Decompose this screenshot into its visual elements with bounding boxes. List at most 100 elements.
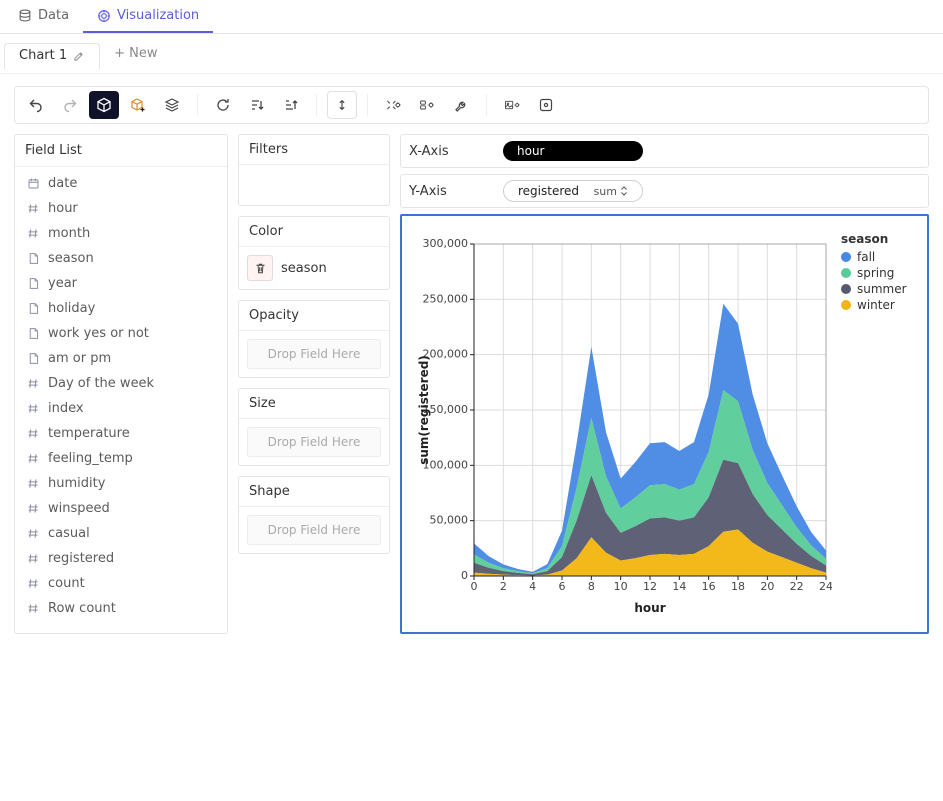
field-item[interactable]: hour [15,196,227,221]
legend-item[interactable]: fall [841,250,917,264]
toolbar-separator [367,94,368,116]
svg-text:8: 8 [588,580,595,593]
cube-plus-button[interactable] [123,91,153,119]
axis-toggle-button[interactable] [327,91,357,119]
format-settings-button[interactable] [412,91,442,119]
hash-icon [27,452,41,465]
shape-dropzone[interactable]: Drop Field Here [239,507,389,553]
viz-icon [97,9,111,23]
svg-text:250,000: 250,000 [423,292,469,305]
size-dropzone[interactable]: Drop Field Here [239,419,389,465]
field-list-title: Field List [15,135,227,167]
tab-viz-label: Visualization [117,8,199,23]
hash-icon [27,377,41,390]
new-chart-tab[interactable]: + New [100,46,171,61]
tab-data[interactable]: Data [4,0,83,33]
file-icon [27,302,41,315]
field-item[interactable]: count [15,571,227,596]
field-item-label: month [48,226,90,241]
legend-swatch [841,268,851,278]
hash-icon [27,527,41,540]
field-item-label: winspeed [48,501,110,516]
chart-column: X-Axis hour Y-Axis registered sum 0 50,00… [400,134,929,634]
pencil-icon[interactable] [73,50,85,62]
field-item[interactable]: index [15,396,227,421]
svg-text:22: 22 [790,580,804,593]
field-list: date hour month season year holiday work yes o… [15,167,227,625]
legend-item[interactable]: spring [841,266,917,280]
undo-button[interactable] [21,91,51,119]
field-item-label: season [48,251,94,266]
database-icon [18,9,32,23]
field-item[interactable]: year [15,271,227,296]
field-item-label: hour [48,201,78,216]
expand-settings-button[interactable] [378,91,408,119]
field-item[interactable]: Day of the week [15,371,227,396]
field-item[interactable]: holiday [15,296,227,321]
chart-tab-1[interactable]: Chart 1 [4,43,100,70]
y-axis-field-pill[interactable]: registered sum [503,180,643,202]
tab-visualization[interactable]: Visualization [83,0,213,33]
field-item[interactable]: temperature [15,421,227,446]
x-axis-label: X-Axis [409,144,493,159]
field-item-label: humidity [48,476,105,491]
legend-label: fall [857,250,875,264]
field-item[interactable]: Row count [15,596,227,621]
svg-text:50,000: 50,000 [430,514,469,527]
field-item[interactable]: month [15,221,227,246]
field-item[interactable]: work yes or not [15,321,227,346]
shape-panel: Shape Drop Field Here [238,476,390,554]
sort-asc-button[interactable] [242,91,272,119]
layers-button[interactable] [157,91,187,119]
field-item-label: work yes or not [48,326,149,341]
refresh-button[interactable] [208,91,238,119]
field-item-label: year [48,276,77,291]
legend-item[interactable]: winter [841,298,917,312]
field-item[interactable]: winspeed [15,496,227,521]
hash-icon [27,577,41,590]
remove-color-button[interactable] [247,255,273,281]
svg-text:0: 0 [471,580,478,593]
legend-label: summer [857,282,907,296]
field-item[interactable]: season [15,246,227,271]
toolbar-separator [316,94,317,116]
field-item[interactable]: casual [15,521,227,546]
chart-legend: season fall spring summer winter [837,226,917,622]
field-item-label: Day of the week [48,376,154,391]
tab-data-label: Data [38,8,69,23]
cube-button[interactable] [89,91,119,119]
svg-text:24: 24 [819,580,832,593]
file-icon [27,327,41,340]
sort-desc-button[interactable] [276,91,306,119]
new-chart-label: + New [114,46,157,61]
field-item[interactable]: humidity [15,471,227,496]
opacity-panel: Opacity Drop Field Here [238,300,390,378]
field-item[interactable]: registered [15,546,227,571]
field-item-label: Row count [48,601,116,616]
redo-button[interactable] [55,91,85,119]
hash-icon [27,202,41,215]
color-dropzone[interactable]: season [239,247,389,289]
field-item[interactable]: am or pm [15,346,227,371]
wrench-button[interactable] [446,91,476,119]
image-settings-button[interactable] [497,91,527,119]
hash-icon [27,602,41,615]
x-axis-field-pill[interactable]: hour [503,141,643,161]
y-axis-label: Y-Axis [409,184,493,199]
x-axis-field: hour [517,144,545,158]
legend-item[interactable]: summer [841,282,917,296]
y-axis-agg[interactable]: sum [594,185,628,198]
encoding-panels: Filters Color season Opacity Drop F [238,134,390,634]
legend-title: season [841,232,917,246]
svg-text:18: 18 [731,580,745,593]
field-list-panel: Field List date hour month season year holida… [14,134,228,634]
area-chart-svg: 050,000100,000150,000200,000250,000300,0… [412,226,832,622]
hash-icon [27,477,41,490]
chart-plot[interactable]: 050,000100,000150,000200,000250,000300,0… [412,226,837,622]
opacity-dropzone[interactable]: Drop Field Here [239,331,389,377]
field-item[interactable]: date [15,171,227,196]
bounding-button[interactable] [531,91,561,119]
field-item[interactable]: feeling_temp [15,446,227,471]
filters-dropzone[interactable] [239,165,389,203]
color-field-pill[interactable]: season [247,255,381,281]
